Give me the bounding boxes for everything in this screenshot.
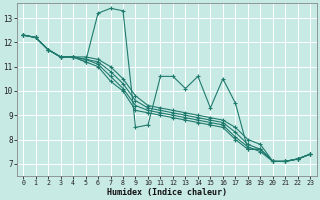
X-axis label: Humidex (Indice chaleur): Humidex (Indice chaleur)	[107, 188, 227, 197]
